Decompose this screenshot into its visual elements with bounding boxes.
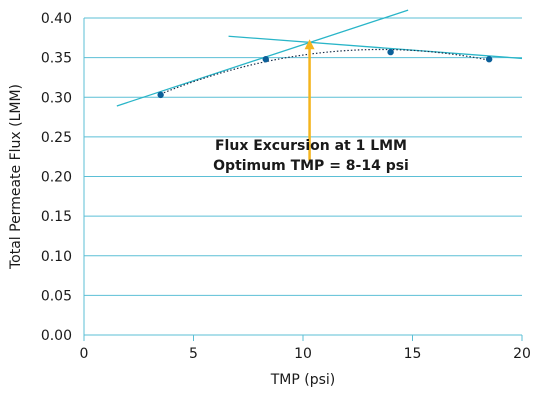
- arrow-head: [304, 39, 315, 50]
- y-tick-label-6: 0.30: [41, 90, 72, 106]
- y-tick-label-2: 0.10: [41, 249, 72, 265]
- tangent-line-2: [228, 35, 523, 60]
- data-point-1: [157, 91, 164, 99]
- x-tick-label-4: 20: [513, 346, 531, 362]
- y-tick-label-5: 0.25: [41, 130, 72, 146]
- x-tick-label-2: 10: [294, 346, 312, 362]
- x-tick-label-1: 5: [189, 346, 198, 362]
- annotation-line-1: Flux Excursion at 1 LMM: [215, 138, 407, 154]
- data-point-3: [387, 48, 394, 56]
- trendline: [160, 48, 490, 95]
- x-tick-label-3: 15: [404, 346, 422, 362]
- y-tick-label-4: 0.20: [41, 170, 72, 186]
- trendline-group: [160, 48, 490, 95]
- tangent-lines: [116, 9, 523, 107]
- arrow-group: [304, 39, 315, 161]
- tangent-line-1: [116, 9, 409, 107]
- y-tick-label-7: 0.35: [41, 51, 72, 67]
- x-axis-title: TMP (psi): [270, 372, 336, 388]
- y-tick-label-1: 0.05: [41, 288, 72, 304]
- axes: [83, 18, 523, 341]
- y-axis-title: Total Permeate Flux (LMM): [8, 84, 24, 270]
- data-point-2: [262, 56, 269, 63]
- data-point-4: [485, 56, 493, 63]
- annotation-line-2: Optimum TMP = 8-14 psi: [213, 158, 409, 174]
- x-tick-label-0: 0: [80, 346, 89, 362]
- y-tick-label-8: 0.40: [41, 11, 72, 27]
- y-tick-label-3: 0.15: [41, 209, 72, 225]
- y-tick-label-0: 0.00: [41, 328, 72, 344]
- data-points: [157, 48, 493, 99]
- grid-lines: [84, 17, 522, 296]
- tick-labels: 0 5 10 15 20 0.00 0.05 0.10 0.15 0.20 0.25 0.30 0.35…: [41, 11, 531, 362]
